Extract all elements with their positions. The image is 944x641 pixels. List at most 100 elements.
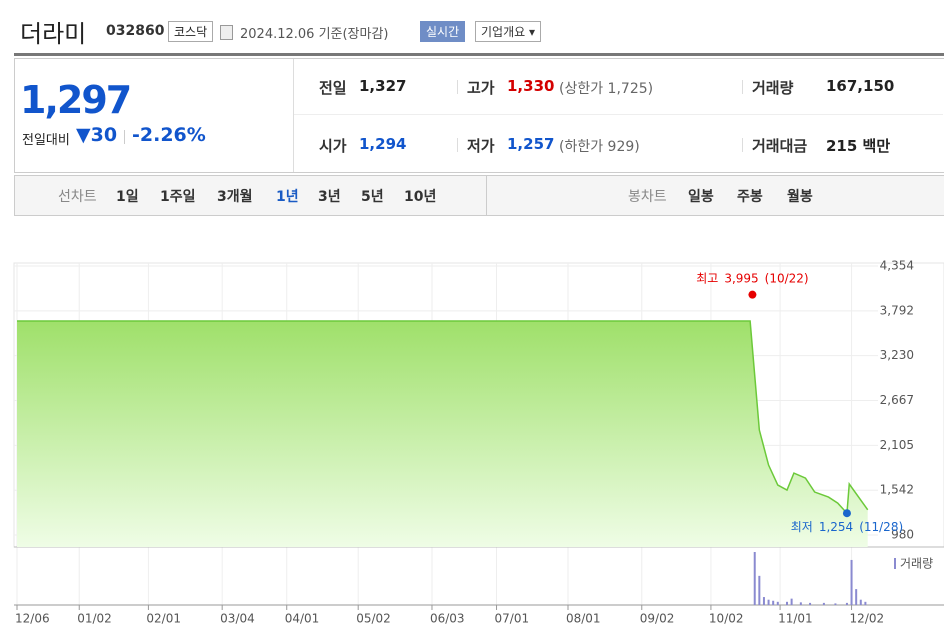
extreme-label: 최고 <box>696 271 718 285</box>
divider <box>293 59 294 172</box>
area-fill <box>17 321 868 547</box>
company-button[interactable]: 기업개요 ▾ <box>475 21 542 42</box>
x-tick-label: 01/02 <box>77 612 112 626</box>
volume-bar <box>767 599 770 605</box>
divider <box>457 80 458 94</box>
stock-name: 더라미 <box>20 20 87 48</box>
y-tick-label: 2,667 <box>880 393 914 407</box>
chart: 980 1,542 2,105 2,667 3,230 3,792 4,354 12/06 01… <box>13 259 944 626</box>
volume-bar <box>855 589 858 605</box>
stat-value: 1,330 <box>507 77 555 95</box>
extreme-label: 최저 1,254 (11/28) <box>791 520 903 534</box>
candle-tab[interactable]: 월봉 <box>787 189 813 205</box>
stat-label: 거래량 <box>752 79 794 97</box>
x-tick-label: 12/02 <box>850 612 885 626</box>
period-tab[interactable]: 1주일 <box>160 189 196 205</box>
y-tick-label: 4,354 <box>880 259 914 273</box>
market-badge: 코스닥 <box>168 21 214 42</box>
volume-bar <box>776 601 779 605</box>
x-tick-label: 07/01 <box>495 612 530 626</box>
stat-label: 고가 <box>467 79 495 97</box>
divider <box>742 80 743 94</box>
realtime-button[interactable]: 실시간 <box>420 21 466 42</box>
stat-label: 거래대금 <box>752 137 808 155</box>
volume-bar <box>790 598 793 605</box>
stat-value: 1,327 <box>359 77 407 95</box>
stat-label: 전일 <box>319 79 347 97</box>
tab-bar <box>14 175 944 216</box>
y-tick-label: 1,542 <box>880 483 914 497</box>
divider <box>457 138 458 152</box>
stat-sub: (하한가 929) <box>559 139 640 155</box>
divider <box>742 138 743 152</box>
volume-legend: 거래량 <box>900 557 933 571</box>
period-tab[interactable]: 1일 <box>116 189 139 205</box>
extreme-dot <box>748 290 757 299</box>
period-tab[interactable]: 3개월 <box>217 189 253 205</box>
x-tick-label: 03/04 <box>220 612 255 626</box>
volume-bar <box>799 602 802 605</box>
volume-bar <box>850 559 853 605</box>
x-tick-label: 05/02 <box>356 612 391 626</box>
extreme-label: 최저 <box>791 520 813 534</box>
company-label[interactable]: 기업개요 <box>481 25 526 39</box>
stat-sub: (상한가 1,725) <box>559 81 654 97</box>
calendar-icon <box>220 25 233 40</box>
volume-bar <box>753 552 756 605</box>
x-tick-label: 06/03 <box>430 612 465 626</box>
x-tick-label: 09/02 <box>640 612 675 626</box>
divider <box>124 130 125 144</box>
stat-label: 저가 <box>467 137 495 155</box>
volume-bar <box>809 602 812 605</box>
divider <box>486 176 487 215</box>
x-tick-label: 10/02 <box>709 612 744 626</box>
y-tick-label: 3,230 <box>880 348 914 362</box>
quote-box <box>14 58 944 173</box>
period-tab[interactable]: 5년 <box>361 189 384 205</box>
extreme-value-label: 1,254 <box>819 520 853 534</box>
stat-value: 215 백만 <box>826 137 891 155</box>
header-rule <box>14 53 944 56</box>
volume-bar <box>762 597 765 605</box>
x-tick-label: 11/01 <box>778 612 813 626</box>
x-tick-label: 12/06 <box>15 612 50 626</box>
price: 1,297 <box>20 78 132 122</box>
extreme-value-label: 3,995 <box>724 271 758 285</box>
change-rate: -2.26% <box>132 124 206 146</box>
change-label: 전일대비 <box>22 133 70 148</box>
volume-bar <box>845 602 848 605</box>
tab-label: 선차트 <box>58 189 97 205</box>
stock-code: 032860 <box>106 23 165 39</box>
volume-legend-swatch <box>894 558 896 569</box>
stat-value: 1,294 <box>359 135 407 153</box>
volume-bar <box>864 601 867 605</box>
period-tab[interactable]: 3년 <box>318 189 341 205</box>
volume-bar <box>758 575 761 605</box>
volume-bar <box>772 600 775 605</box>
change: 30 <box>90 124 118 146</box>
extreme-label: 최고 3,995 (10/22) <box>696 271 808 285</box>
divider <box>294 114 943 115</box>
extreme-date: (11/28) <box>859 520 903 534</box>
y-tick-label: 3,792 <box>880 303 914 317</box>
y-tick-label: 980 <box>891 528 914 542</box>
volume-bar <box>786 601 789 605</box>
volume-bar <box>834 603 837 605</box>
stat-value: 167,150 <box>826 77 895 95</box>
candle-tab[interactable]: 일봉 <box>688 189 714 205</box>
period-tab[interactable]: 10년 <box>404 189 437 205</box>
candle-tab[interactable]: 주봉 <box>737 189 763 205</box>
volume-bar <box>859 599 862 605</box>
extreme-dot <box>842 509 851 518</box>
stat-value: 1,257 <box>507 135 555 153</box>
y-tick-label: 2,105 <box>880 438 914 452</box>
x-tick-label: 02/01 <box>146 612 181 626</box>
extreme-date: (10/22) <box>765 271 809 285</box>
x-tick-label: 04/01 <box>285 612 320 626</box>
stat-label: 시가 <box>319 137 347 155</box>
volume-bar <box>822 602 825 605</box>
period-tab[interactable]: 1년 <box>276 189 299 205</box>
base-date: 2024.12.06 기준(장마감) <box>240 27 389 42</box>
tab-label: 봉차트 <box>628 189 667 205</box>
